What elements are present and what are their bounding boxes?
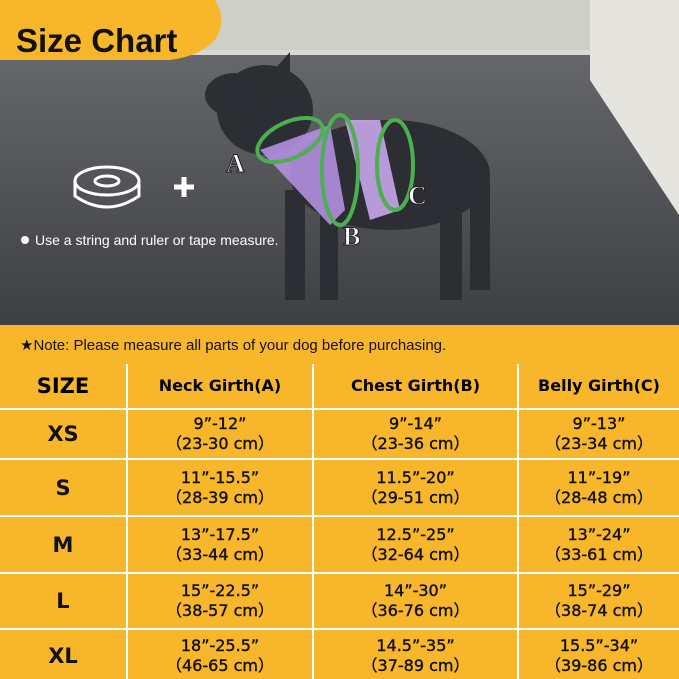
bullet <box>21 236 29 244</box>
size-label: M <box>0 516 128 574</box>
inch-range: 15”-22.5” <box>180 581 260 600</box>
cell: 9”-14” （23-36 cm） <box>312 409 519 460</box>
cm-range: （33-44 cm） <box>166 544 274 564</box>
measure-loop <box>320 113 360 227</box>
title-banner <box>0 0 222 60</box>
photo: Size Chart A B C Use a string and ruler … <box>0 0 679 325</box>
cm-range: （23-30 cm） <box>166 434 274 453</box>
cm-range: （23-36 cm） <box>361 434 470 453</box>
cm-range: （38-57 cm） <box>166 601 274 620</box>
harness-strap <box>345 120 400 220</box>
instruction: Use a string and ruler or tape measure. <box>35 232 279 248</box>
cm-range: （29-51 cm） <box>361 487 470 507</box>
size-table: SIZE Neck Girth(A) Chest Girth(B) Belly Gir… <box>0 364 679 679</box>
railing-right <box>590 0 679 215</box>
cell: 12.5”-25” （32-64 cm） <box>312 516 519 574</box>
measure-loop <box>255 115 325 165</box>
cm-range: （32-64 cm） <box>361 544 470 564</box>
label-c: C <box>408 181 427 210</box>
cm-range: （39-86 cm） <box>545 655 653 675</box>
inch-range: 14”-30” <box>383 581 448 600</box>
table-row: S 11”-15.5” （28-39 cm） 11.5”-20” （29-51 cm） 1… <box>0 459 679 517</box>
inch-range: 11”-15.5” <box>180 467 260 487</box>
inch-range: 14.5”-35” <box>376 635 455 655</box>
title: Size Chart <box>16 22 177 59</box>
cell: 18”-25.5” （46-65 cm） <box>126 629 314 679</box>
measure-loop <box>375 118 415 212</box>
header-row: SIZE Neck Girth(A) Chest Girth(B) Belly Gir… <box>0 364 679 410</box>
cm-range: （36-76 cm） <box>361 601 470 620</box>
inch-range: 11”-19” <box>567 467 631 487</box>
label-b: B <box>343 222 360 251</box>
cell: 11”-15.5” （28-39 cm） <box>126 459 314 517</box>
table-row: XS 9”-12” （23-30 cm） 9”-14” （23-36 cm） 9”-13”… <box>0 409 679 460</box>
table-row: XL 18”-25.5” （46-65 cm） 14.5”-35” （37-89 cm）… <box>0 629 679 679</box>
cell: 13”-17.5” （33-44 cm） <box>126 516 314 574</box>
cm-range: （33-61 cm） <box>545 544 653 564</box>
cm-range: （23-34 cm） <box>545 434 653 453</box>
cm-range: （38-74 cm） <box>545 601 653 620</box>
column-header: Chest Girth(B) <box>313 364 519 410</box>
cell: 14”-30” （36-76 cm） <box>312 573 519 630</box>
cell: 11”-19” （28-48 cm） <box>517 459 679 517</box>
cell: 14.5”-35” （37-89 cm） <box>312 629 519 679</box>
size-label: XL <box>0 629 128 679</box>
inch-range: 9”-13” <box>572 414 626 433</box>
column-header: SIZE <box>0 364 128 410</box>
note: ★Note: Please measure all parts of your … <box>20 337 447 354</box>
label-a: A <box>226 149 245 178</box>
inch-range: 18”-25.5” <box>180 635 260 655</box>
cell: 9”-13” （23-34 cm） <box>517 409 679 460</box>
inch-range: 13”-24” <box>567 524 631 544</box>
cell: 15.5”-34” （39-86 cm） <box>517 629 679 679</box>
cell: 15”-29” （38-74 cm） <box>517 573 679 630</box>
plus-icon <box>174 177 194 197</box>
tape-icon <box>73 165 141 209</box>
size-label: S <box>0 459 128 517</box>
cell: 13”-24” （33-61 cm） <box>517 516 679 574</box>
inch-range: 15.5”-34” <box>559 635 639 655</box>
cm-range: （28-48 cm） <box>545 487 653 507</box>
inch-range: 15”-29” <box>567 581 631 600</box>
inch-range: 9”-12” <box>193 414 247 433</box>
table-row: L 15”-22.5” （38-57 cm） 14”-30” （36-76 cm） 15”… <box>0 573 679 630</box>
size-label: XS <box>0 409 128 460</box>
cell: 9”-12” （23-30 cm） <box>126 409 314 460</box>
column-header: Neck Girth(A) <box>127 364 314 410</box>
railing-back <box>200 0 590 50</box>
cm-range: （37-89 cm） <box>361 655 470 675</box>
cell: 15”-22.5” （38-57 cm） <box>126 573 314 630</box>
inch-range: 11.5”-20” <box>376 467 455 487</box>
inch-range: 12.5”-25” <box>376 524 455 544</box>
cell: 11.5”-20” （29-51 cm） <box>312 459 519 517</box>
table-row: M 13”-17.5” （33-44 cm） 12.5”-25” （32-64 cm） 1… <box>0 516 679 574</box>
column-header: Belly Girth(C) <box>518 364 679 410</box>
inch-range: 13”-17.5” <box>180 524 260 544</box>
inch-range: 9”-14” <box>389 414 442 433</box>
cm-range: （46-65 cm） <box>166 655 274 675</box>
size-label: L <box>0 573 128 630</box>
cm-range: （28-39 cm） <box>166 487 274 507</box>
